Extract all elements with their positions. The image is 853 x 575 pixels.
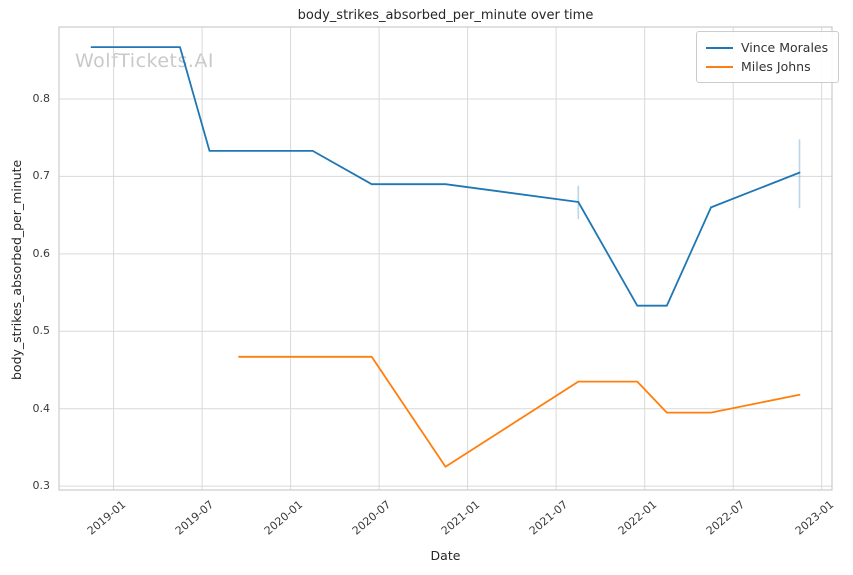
x-axis-label: Date [430, 548, 461, 563]
legend-item-miles-johns: Miles Johns [706, 57, 828, 76]
legend-label: Miles Johns [741, 59, 811, 74]
plot-border [58, 26, 833, 491]
legend-line-sample-orange [706, 65, 733, 68]
y-tick-label: 0.5 [32, 324, 51, 338]
series-line-vince-morales [90, 46, 801, 307]
y-tick-label: 0.7 [32, 169, 51, 183]
legend-label: Vince Morales [741, 40, 829, 55]
chart-title: body_strikes_absorbed_per_minute over ti… [297, 8, 594, 23]
legend-line-sample-blue [706, 46, 733, 49]
y-tick-label: 0.4 [32, 401, 51, 415]
legend: Vince Morales Miles Johns [696, 31, 840, 83]
y-tick-label: 0.3 [32, 479, 51, 493]
series-line-miles-johns [238, 355, 801, 468]
legend-item-vince-morales: Vince Morales [706, 38, 828, 57]
y-tick-label: 0.6 [32, 246, 51, 260]
y-tick-label: 0.8 [32, 92, 51, 105]
watermark-text: WolfTickets.AI [75, 50, 215, 72]
